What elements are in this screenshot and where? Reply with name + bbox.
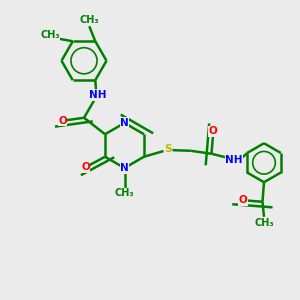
Text: S: S xyxy=(164,144,172,154)
Text: N: N xyxy=(120,163,129,173)
Text: CH₃: CH₃ xyxy=(115,188,134,199)
Text: O: O xyxy=(81,162,90,172)
Text: N: N xyxy=(120,118,129,128)
Text: O: O xyxy=(238,195,247,205)
Text: O: O xyxy=(208,126,217,136)
Text: CH₃: CH₃ xyxy=(254,218,274,228)
Text: O: O xyxy=(58,116,67,126)
Text: CH₃: CH₃ xyxy=(40,30,60,40)
Text: NH: NH xyxy=(225,155,243,165)
Text: NH: NH xyxy=(89,90,106,100)
Text: CH₃: CH₃ xyxy=(80,15,99,25)
